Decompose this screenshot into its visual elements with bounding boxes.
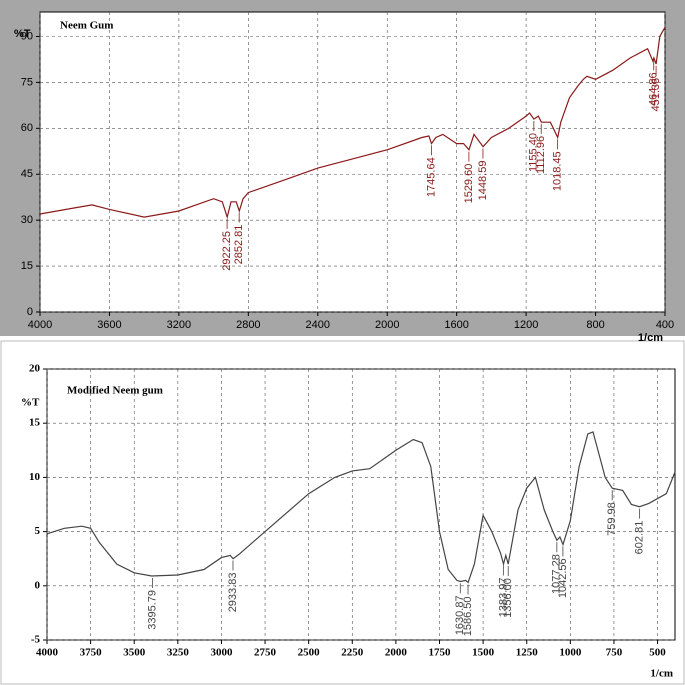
y-tick-label: 5 — [35, 525, 41, 537]
y-axis-label: %T — [21, 397, 40, 409]
x-tick-label: 750 — [606, 647, 623, 659]
x-axis-label: 1/cm — [650, 668, 673, 680]
y-tick-label: 45 — [21, 168, 33, 180]
spectrum-line — [39, 27, 666, 220]
x-tick-label: 3750 — [80, 647, 103, 659]
peak-label: 759.98 — [606, 502, 618, 536]
peak-label: 1586.50 — [462, 596, 474, 636]
x-tick-label: 2500 — [298, 647, 321, 659]
series-label: Modified Neem gum — [67, 385, 163, 397]
y-tick-label: 20 — [29, 363, 41, 375]
x-tick-label: 400 — [656, 319, 674, 331]
x-tick-label: 2250 — [341, 647, 364, 659]
x-tick-label: 3000 — [210, 647, 233, 659]
x-tick-label: 4000 — [28, 319, 52, 331]
x-tick-label: 1750 — [429, 647, 452, 659]
peak-label: 451.36 — [650, 78, 662, 112]
spectrum-line — [46, 431, 676, 584]
x-tick-label: 2000 — [375, 319, 399, 331]
peak-label: 1018.45 — [552, 151, 564, 191]
peak-label: 1630.87 — [454, 595, 466, 635]
x-tick-label: 3600 — [97, 319, 121, 331]
x-tick-label: 2800 — [236, 319, 260, 331]
x-tick-label: 800 — [586, 319, 604, 331]
y-tick-label: 10 — [29, 471, 41, 483]
y-tick-label: 30 — [21, 214, 33, 226]
y-tick-label: -5 — [31, 634, 41, 646]
peak-label: 1529.60 — [463, 164, 475, 204]
peak-label: 1042.56 — [557, 558, 569, 598]
x-tick-label: 1600 — [444, 319, 468, 331]
x-tick-label: 1200 — [514, 319, 538, 331]
y-tick-label: 15 — [21, 260, 33, 272]
peak-label: 2852.81 — [233, 225, 245, 265]
x-tick-label: 4000 — [36, 647, 59, 659]
peak-label: 2933.83 — [227, 573, 239, 613]
y-tick-label: 0 — [27, 306, 33, 318]
x-tick-label: 1000 — [559, 647, 582, 659]
x-tick-label: 2000 — [385, 647, 408, 659]
peak-label: 1155.40 — [528, 133, 540, 172]
y-tick-label: 90 — [21, 30, 33, 42]
y-tick-label: 15 — [29, 417, 41, 429]
x-tick-label: 500 — [649, 647, 666, 659]
peak-label: 2922.25 — [221, 231, 233, 271]
peak-label: 3395.79 — [146, 590, 158, 630]
x-tick-label: 3500 — [123, 647, 146, 659]
y-tick-label: 0 — [35, 579, 41, 591]
peak-label: 1745.64 — [425, 157, 437, 197]
x-tick-label: 3200 — [167, 319, 191, 331]
plot-1-area — [39, 11, 666, 313]
peak-label: 1077.28 — [551, 554, 563, 594]
plot-2-area — [46, 368, 676, 641]
y-axis-label: %T — [14, 28, 31, 40]
peak-label: 1356.00 — [502, 578, 514, 618]
y-tick-label: 60 — [21, 122, 33, 134]
x-tick-label: 2750 — [254, 647, 277, 659]
x-tick-label: 1500 — [472, 647, 495, 659]
peak-label: 1112.96 — [535, 136, 547, 174]
x-tick-label: 3250 — [167, 647, 190, 659]
x-tick-label: 1250 — [516, 647, 539, 659]
series-label: Neem Gum — [60, 20, 113, 32]
x-tick-label: 2400 — [306, 319, 330, 331]
peak-label: 602.81 — [634, 521, 646, 555]
y-tick-label: 75 — [21, 76, 33, 88]
peak-label: 464.86 — [648, 72, 660, 106]
x-axis-label: 1/cm — [638, 332, 663, 344]
peak-label: 1448.59 — [477, 161, 489, 201]
peak-label: 1383.97 — [497, 578, 509, 618]
